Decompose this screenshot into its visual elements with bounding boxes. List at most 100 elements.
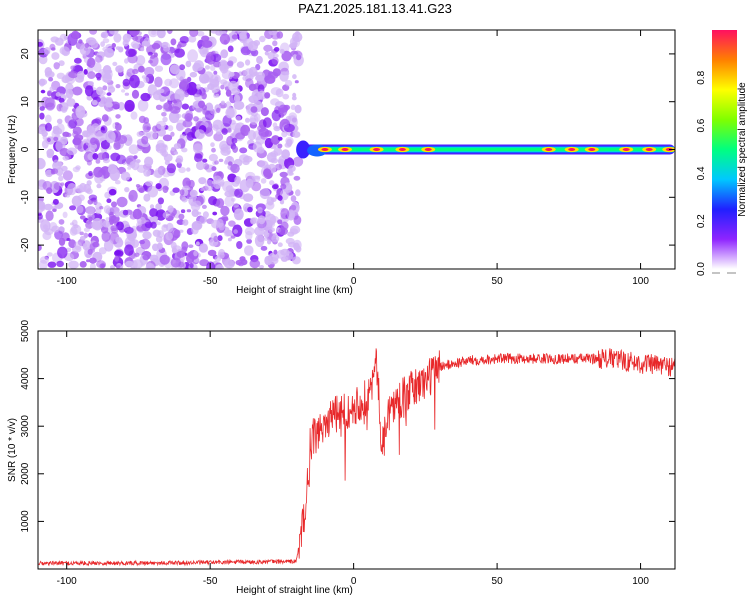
noise-blob <box>194 129 206 140</box>
colorbar-tick-label: 0.0 <box>696 262 707 276</box>
noise-blob <box>44 114 52 124</box>
noise-blob <box>131 89 140 99</box>
noise-blob <box>137 99 149 112</box>
noise-blob <box>143 117 150 124</box>
noise-blob <box>218 61 227 70</box>
noise-blob <box>219 33 231 45</box>
noise-blob <box>155 209 167 221</box>
noise-blob <box>69 227 78 236</box>
noise-blob <box>179 64 186 71</box>
noise-blob <box>196 31 205 37</box>
snr-x-tick-label: -50 <box>203 576 218 587</box>
snr-y-tick-label: 5000 <box>20 319 31 342</box>
noise-blob <box>270 135 281 145</box>
noise-blob <box>176 162 182 168</box>
noise-blob <box>66 98 76 107</box>
signal-peak <box>424 148 432 151</box>
noise-blob <box>100 139 110 150</box>
spectrogram-x-tick-label: -50 <box>203 276 218 287</box>
noise-blob <box>61 165 68 172</box>
noise-blob <box>182 119 193 128</box>
noise-blob <box>47 91 52 97</box>
noise-blob <box>120 171 131 181</box>
noise-blob <box>167 125 174 132</box>
noise-blob <box>152 216 159 221</box>
noise-blob <box>68 239 77 249</box>
noise-blob <box>122 209 129 216</box>
noise-blob <box>47 252 53 257</box>
noise-blob <box>72 86 83 96</box>
noise-blob <box>62 74 69 84</box>
noise-blob <box>277 143 283 149</box>
noise-blob <box>202 49 208 55</box>
noise-blob <box>219 251 225 256</box>
noise-blob <box>294 80 299 84</box>
noise-blob <box>68 119 78 129</box>
noise-blob <box>247 40 259 52</box>
noise-blob <box>112 61 118 67</box>
noise-blob <box>105 130 116 144</box>
noise-blob <box>93 62 102 73</box>
noise-blob <box>45 210 54 221</box>
noise-blob <box>89 262 96 269</box>
noise-blob <box>159 98 165 102</box>
noise-blob <box>168 110 180 124</box>
noise-blob <box>296 54 302 61</box>
noise-blob <box>87 81 94 86</box>
noise-blob <box>230 163 240 174</box>
noise-blob <box>143 193 151 202</box>
noise-blob <box>235 259 243 266</box>
noise-blob <box>47 261 57 268</box>
noise-blob <box>230 235 236 239</box>
snr-x-axis-label: Height of straight line (km) <box>236 585 353 596</box>
noise-blob <box>151 30 157 36</box>
noise-blob <box>198 177 207 185</box>
noise-blob <box>201 40 213 48</box>
noise-blob <box>216 107 221 114</box>
snr-y-tick-label: 3000 <box>20 415 31 438</box>
noise-blob <box>98 247 107 255</box>
noise-blob <box>287 167 293 174</box>
noise-blob <box>272 40 278 47</box>
noise-blob <box>122 78 130 87</box>
noise-blob <box>220 49 229 59</box>
noise-blob <box>58 226 65 232</box>
snr-y-tick-label: 2000 <box>20 462 31 485</box>
noise-blob <box>232 202 240 208</box>
noise-blob <box>156 148 161 152</box>
noise-blob <box>89 257 97 264</box>
noise-blob <box>211 147 216 153</box>
snr-x-tick-label: 0 <box>351 576 357 587</box>
noise-blob <box>201 35 210 42</box>
noise-blob <box>89 137 97 145</box>
noise-blob <box>200 76 211 84</box>
noise-blob <box>115 265 121 269</box>
noise-blob <box>217 171 223 177</box>
noise-blob <box>44 67 52 76</box>
noise-blob <box>141 40 150 47</box>
noise-blob <box>40 89 46 94</box>
noise-blob <box>234 188 243 198</box>
noise-blob <box>164 160 170 166</box>
noise-blob <box>259 265 264 269</box>
noise-blob <box>41 139 49 149</box>
noise-blob <box>204 179 214 192</box>
noise-blob <box>145 263 156 269</box>
noise-blob <box>191 220 203 231</box>
noise-blob <box>277 219 283 225</box>
noise-blob <box>213 132 224 142</box>
noise-blob <box>96 77 101 81</box>
noise-blob <box>290 195 297 203</box>
noise-blob <box>87 248 93 255</box>
noise-blob <box>278 227 288 236</box>
noise-blob <box>88 194 98 201</box>
noise-blob <box>138 65 145 73</box>
noise-blob <box>198 100 205 109</box>
snr-frame <box>37 330 676 570</box>
noise-blob <box>108 188 117 196</box>
noise-blob <box>202 211 209 219</box>
noise-blob <box>189 71 198 78</box>
spectrogram-x-tick-label: 100 <box>632 276 649 287</box>
noise-blob <box>84 85 94 97</box>
